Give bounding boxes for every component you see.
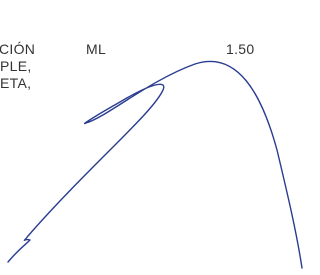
signature-stroke (8, 61, 302, 268)
page: CIÓN ML 1.50 PLE, ETA, (() => { const da… (0, 0, 310, 275)
handwriting (0, 0, 310, 275)
